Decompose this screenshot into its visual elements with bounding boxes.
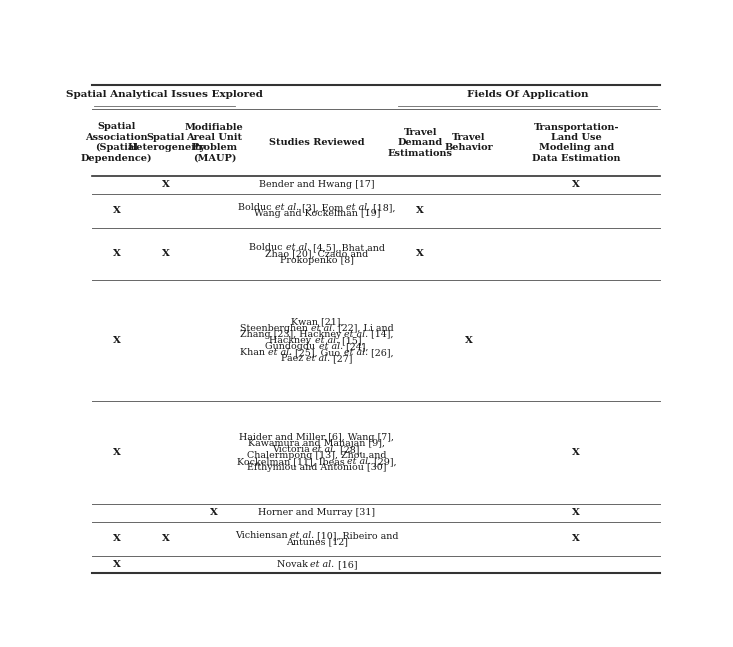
Text: Novak: Novak [276, 560, 311, 569]
Text: Kawamura and Mahajan [9],: Kawamura and Mahajan [9], [248, 439, 386, 448]
Text: Bender and Hwang [17]: Bender and Hwang [17] [259, 181, 375, 190]
Text: X: X [572, 448, 580, 457]
Text: [22], Li and: [22], Li and [335, 324, 394, 333]
Text: Efthymiou and Antoniou [30]: Efthymiou and Antoniou [30] [247, 463, 386, 472]
Text: X: X [113, 560, 120, 569]
Text: Gundogdu: Gundogdu [265, 342, 319, 351]
Text: [26],: [26], [368, 348, 394, 357]
Text: Bolduc: Bolduc [238, 203, 275, 212]
Text: et al.: et al. [319, 342, 343, 351]
Text: et al.: et al. [311, 560, 334, 569]
Text: Horner and Murray [31]: Horner and Murray [31] [258, 509, 375, 518]
Text: [28],: [28], [336, 445, 362, 454]
Text: Hackney: Hackney [270, 336, 314, 345]
Text: [29],: [29], [372, 457, 397, 466]
Text: Travel
Behavior: Travel Behavior [444, 133, 493, 152]
Text: Travel
Demand
Estimations: Travel Demand Estimations [388, 127, 453, 158]
Text: X: X [113, 206, 120, 215]
Text: et al.: et al. [268, 348, 292, 357]
Text: Kwan [21],: Kwan [21], [290, 318, 343, 327]
Text: Wang and Kockelman [19]: Wang and Kockelman [19] [254, 210, 380, 218]
Text: [25], Guo: [25], Guo [292, 348, 344, 357]
Text: Páez: Páez [281, 354, 306, 363]
Text: Zhang [23], Hackney: Zhang [23], Hackney [240, 330, 345, 338]
Text: X: X [113, 534, 120, 543]
Text: Modifiable
Areal Unit
Problem
(MAUP): Modifiable Areal Unit Problem (MAUP) [185, 122, 243, 163]
Text: [24],: [24], [343, 342, 368, 351]
Text: [3], Eom: [3], Eom [299, 203, 346, 212]
Text: et al.: et al. [312, 445, 336, 454]
Text: X: X [572, 509, 580, 518]
Text: X: X [572, 534, 580, 543]
Text: Chalermpong [13], Zhou and: Chalermpong [13], Zhou and [247, 451, 386, 460]
Text: X: X [162, 250, 170, 258]
Text: et al.: et al. [346, 203, 370, 212]
Text: [27]: [27] [331, 354, 353, 363]
Text: [14],: [14], [369, 330, 394, 338]
Text: Spatial
Association
(Spatial
Dependence): Spatial Association (Spatial Dependence) [81, 122, 152, 163]
Text: et al.: et al. [290, 531, 314, 540]
Text: [16]: [16] [334, 560, 357, 569]
Text: Steenberghen: Steenberghen [240, 324, 311, 333]
Text: Kockelman [11], Ibeas: Kockelman [11], Ibeas [237, 457, 347, 466]
Text: X: X [210, 509, 218, 518]
Text: Spatial Analytical Issues Explored: Spatial Analytical Issues Explored [67, 90, 263, 99]
Text: Victoria: Victoria [272, 445, 312, 454]
Text: X: X [162, 534, 170, 543]
Text: Prokopenko [8]: Prokopenko [8] [280, 256, 354, 265]
Text: et al.: et al. [275, 203, 299, 212]
Text: Spatial
Heterogeneity: Spatial Heterogeneity [127, 133, 205, 152]
Text: Khan: Khan [240, 348, 268, 357]
Text: et al.: et al. [344, 348, 368, 357]
Text: Bolduc: Bolduc [249, 243, 286, 252]
Text: [10], Ribeiro and: [10], Ribeiro and [314, 531, 399, 540]
Text: X: X [416, 206, 424, 215]
Text: et al.: et al. [345, 330, 369, 338]
Text: X: X [113, 336, 120, 345]
Text: X: X [113, 448, 120, 457]
Text: [4,5], Bhat and: [4,5], Bhat and [309, 243, 385, 252]
Text: et al.: et al. [306, 354, 331, 363]
Text: Zhao [20], Czado and: Zhao [20], Czado and [265, 250, 369, 258]
Text: [15],: [15], [339, 336, 364, 345]
Text: et al.: et al. [347, 457, 372, 466]
Text: X: X [465, 336, 473, 345]
Text: Fields Of Application: Fields Of Application [467, 90, 589, 99]
Text: Transportation-
Land Use
Modeling and
Data Estimation: Transportation- Land Use Modeling and Da… [532, 122, 620, 163]
Text: X: X [162, 181, 170, 190]
Text: X: X [416, 250, 424, 258]
Text: Haider and Miller [6], Wang [7],: Haider and Miller [6], Wang [7], [240, 433, 394, 442]
Text: X: X [113, 250, 120, 258]
Text: et al.: et al. [314, 336, 339, 345]
Text: Vichiensan: Vichiensan [235, 531, 290, 540]
Text: Antunes [12]: Antunes [12] [286, 538, 348, 546]
Text: et al.: et al. [311, 324, 335, 333]
Text: [18],: [18], [370, 203, 396, 212]
Text: Studies Reviewed: Studies Reviewed [269, 138, 365, 147]
Text: X: X [572, 181, 580, 190]
Text: et al.: et al. [286, 243, 309, 252]
